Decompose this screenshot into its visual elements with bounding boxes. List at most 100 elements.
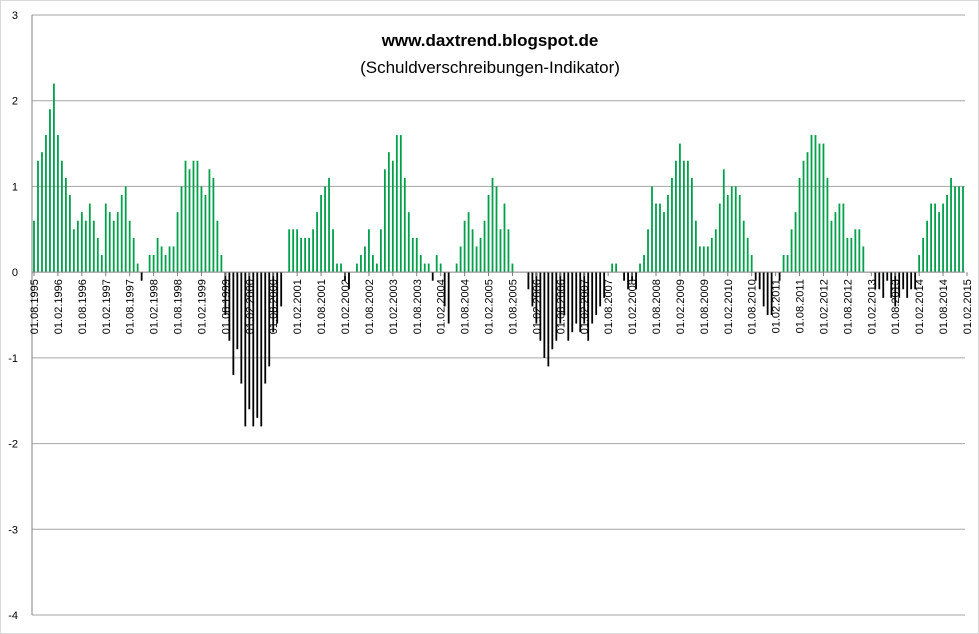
- bar: [372, 255, 374, 273]
- bar: [280, 272, 283, 307]
- bar: [643, 255, 645, 273]
- bar: [559, 272, 562, 324]
- bar: [826, 177, 829, 273]
- bar: [722, 169, 725, 273]
- bar: [890, 272, 893, 298]
- bar: [64, 177, 67, 273]
- x-tick-label: 01.08.1996: [77, 279, 89, 334]
- bar: [411, 237, 414, 273]
- bar: [33, 220, 35, 273]
- bar: [938, 212, 940, 273]
- bar: [962, 186, 964, 273]
- bar: [950, 177, 952, 273]
- bar: [579, 272, 582, 333]
- bar: [232, 272, 235, 375]
- bar: [403, 177, 406, 273]
- bar: [786, 255, 789, 273]
- x-tick-label: 01.02.2015: [962, 279, 974, 334]
- bar: [168, 246, 171, 273]
- x-tick-label: 01.02.2008: [627, 279, 639, 334]
- bar: [423, 263, 426, 273]
- x-tick-label: 01.08.1997: [125, 279, 137, 334]
- bar: [316, 212, 318, 273]
- bar: [503, 203, 506, 273]
- bar: [148, 255, 151, 273]
- bar: [68, 195, 71, 273]
- bar: [463, 220, 466, 273]
- bar: [511, 263, 514, 273]
- bar: [690, 177, 693, 273]
- x-axis-tick-labels: 01.08.1995 01.02.1996 01.08.1996 01.02.1997…: [29, 272, 974, 334]
- bar: [663, 212, 665, 273]
- bar: [264, 272, 267, 384]
- bar: [260, 272, 263, 427]
- bar: [734, 186, 737, 273]
- bar: [152, 255, 155, 273]
- bar: [746, 237, 749, 273]
- bar: [132, 237, 135, 273]
- bar: [447, 272, 450, 324]
- bar: [96, 237, 99, 273]
- x-tick-label: 01.02.2006: [531, 279, 543, 334]
- bar: [675, 160, 677, 273]
- bar: [140, 272, 143, 281]
- bar: [894, 272, 897, 307]
- chart-subtitle: (Schuldverschreibungen-Indikator): [360, 58, 620, 77]
- bar: [252, 272, 255, 427]
- bar: [304, 237, 307, 273]
- bar: [268, 272, 271, 367]
- bar: [599, 272, 602, 307]
- bar: [806, 152, 809, 273]
- bar: [364, 246, 366, 273]
- x-tick-label: 01.08.1995: [29, 279, 41, 334]
- bar: [667, 195, 669, 273]
- x-tick-label: 01.08.2008: [651, 279, 663, 334]
- bar: [683, 160, 685, 273]
- bar: [296, 229, 299, 273]
- bar: [348, 272, 350, 290]
- bar: [391, 160, 394, 273]
- bar: [76, 220, 79, 273]
- bar: [862, 246, 865, 273]
- bar: [798, 177, 801, 273]
- bar: [288, 229, 291, 273]
- bar: [292, 229, 295, 273]
- bar: [838, 203, 841, 273]
- x-tick-label: 01.02.2012: [818, 279, 830, 334]
- bar: [53, 83, 55, 273]
- bar: [698, 246, 701, 273]
- bar: [184, 160, 187, 273]
- bar: [563, 272, 566, 315]
- y-tick-label: 1: [12, 181, 18, 193]
- bar: [679, 143, 681, 273]
- bar: [766, 272, 769, 315]
- bar: [216, 220, 219, 273]
- chart-title: www.daxtrend.blogspot.de: [381, 31, 599, 50]
- bar: [718, 203, 721, 273]
- bar: [738, 195, 741, 273]
- x-tick-label: 01.08.2011: [795, 279, 807, 333]
- x-tick-label: 01.08.2002: [364, 279, 376, 334]
- bar: [854, 229, 857, 273]
- bar: [794, 212, 797, 273]
- bar: [487, 195, 490, 273]
- bar: [80, 212, 83, 273]
- bar: [874, 272, 877, 290]
- bar: [694, 220, 697, 273]
- bar: [810, 135, 813, 273]
- bar: [571, 272, 574, 333]
- bar: [914, 272, 917, 290]
- bar: [136, 263, 139, 273]
- x-tick-label: 01.02.2014: [914, 279, 926, 334]
- bar: [702, 246, 705, 273]
- bar: [399, 135, 402, 273]
- bar: [45, 135, 47, 273]
- bar: [850, 237, 853, 273]
- bar: [72, 229, 75, 273]
- bar: [946, 195, 948, 273]
- bar: [256, 272, 259, 418]
- bar: [954, 186, 956, 273]
- x-tick-label: 01.02.2010: [723, 279, 735, 334]
- bar: [375, 263, 378, 273]
